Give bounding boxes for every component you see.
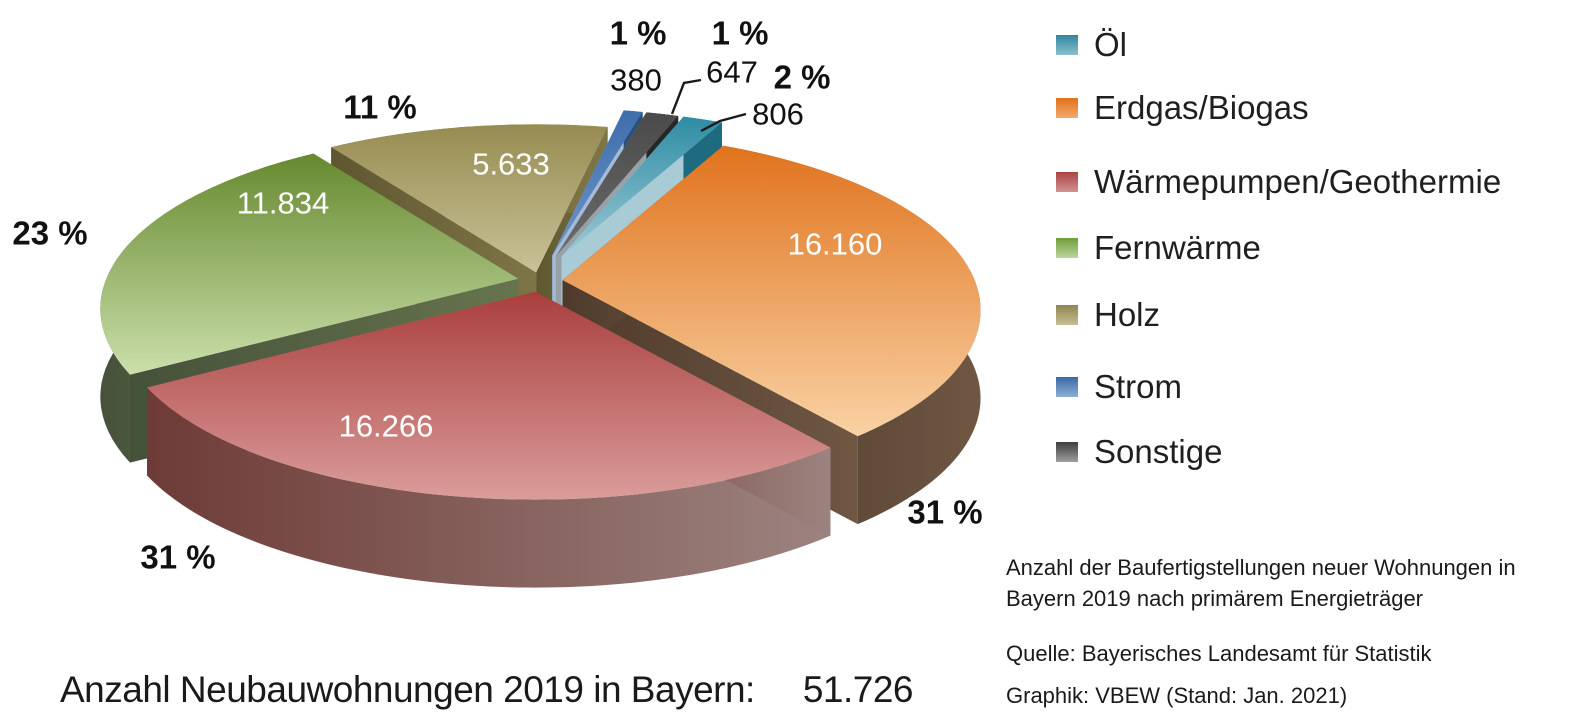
slice-percent-label-sonstige: 1 % [712,15,769,52]
slice-percent-label-erdgas-biogas: 31 % [907,494,982,531]
legend-swatch-w-rmepumpen-geothermie [1056,172,1078,192]
leader-line-sonstige [670,78,702,115]
slice-percent-label-fernw-rme: 23 % [12,215,87,252]
footer-total-value: 51.726 [802,669,914,710]
legend: Öl Erdgas/Biogas Wärmepumpen/Geothermie Fer… [1056,0,1576,500]
legend-swatch-erdgas-biogas [1056,98,1078,118]
leader-line-l [700,112,747,133]
slice-percent-label-strom: 1 % [610,15,667,52]
legend-item-label: Erdgas/Biogas [1094,89,1309,126]
slice-value-label-fernw-rme: 11.834 [237,186,330,221]
caption-description: Anzahl der Baufertigstellungen neuer Woh… [1006,555,1516,611]
slice-percent-label-w-rmepumpen-geothermie: 31 % [140,539,215,576]
pie-slice-w-rmepumpen-geothermie [147,291,831,588]
legend-swatch-fernw-rme [1056,238,1078,258]
footer-total-label: Anzahl Neubauwohnungen 2019 in Bayern: [60,669,755,710]
legend-item-label: Wärmepumpen/Geothermie [1094,163,1502,200]
caption-source: Quelle: Bayerisches Landesamt für Statis… [1006,641,1432,666]
slice-value-label-l: 806 [752,97,804,132]
legend-item-l: Öl [1056,25,1127,65]
legend-swatch-sonstige [1056,442,1078,462]
chart-caption: Anzahl der Baufertigstellungen neuer Woh… [1006,552,1568,709]
footer-total: Anzahl Neubauwohnungen 2019 in Bayern: 51… [60,668,914,712]
slice-value-label-holz: 5.633 [472,147,550,182]
slice-value-label-erdgas-biogas: 16.160 [788,227,883,262]
legend-item-label: Holz [1094,296,1161,333]
legend-item-fernw-rme: Fernwärme [1056,228,1261,268]
legend-item-label: Strom [1094,368,1183,405]
slice-value-label-strom: 380 [610,63,662,98]
legend-item-label: Sonstige [1094,433,1223,470]
legend-item-w-rmepumpen-geothermie: Wärmepumpen/Geothermie [1056,162,1501,202]
slice-value-label-sonstige: 647 [706,55,758,90]
legend-item-erdgas-biogas: Erdgas/Biogas [1056,88,1309,128]
legend-item-sonstige: Sonstige [1056,432,1222,472]
slice-percent-label-holz: 11 % [343,89,416,126]
slice-value-label-w-rmepumpen-geothermie: 16.266 [339,409,434,444]
legend-swatch-l [1056,35,1078,55]
legend-item-label: Fernwärme [1094,229,1261,266]
legend-item-label: Öl [1094,26,1127,63]
slice-percent-label-l: 2 % [774,59,831,96]
legend-item-strom: Strom [1056,367,1182,407]
legend-swatch-strom [1056,377,1078,397]
caption-credit: Graphik: VBEW (Stand: Jan. 2021) [1006,683,1348,708]
legend-item-holz: Holz [1056,295,1160,335]
pie-chart: 2 %806 31 % 16.160 31 % 16.266 23 % 11.834 11 %… [12,15,983,588]
legend-swatch-holz [1056,305,1078,325]
